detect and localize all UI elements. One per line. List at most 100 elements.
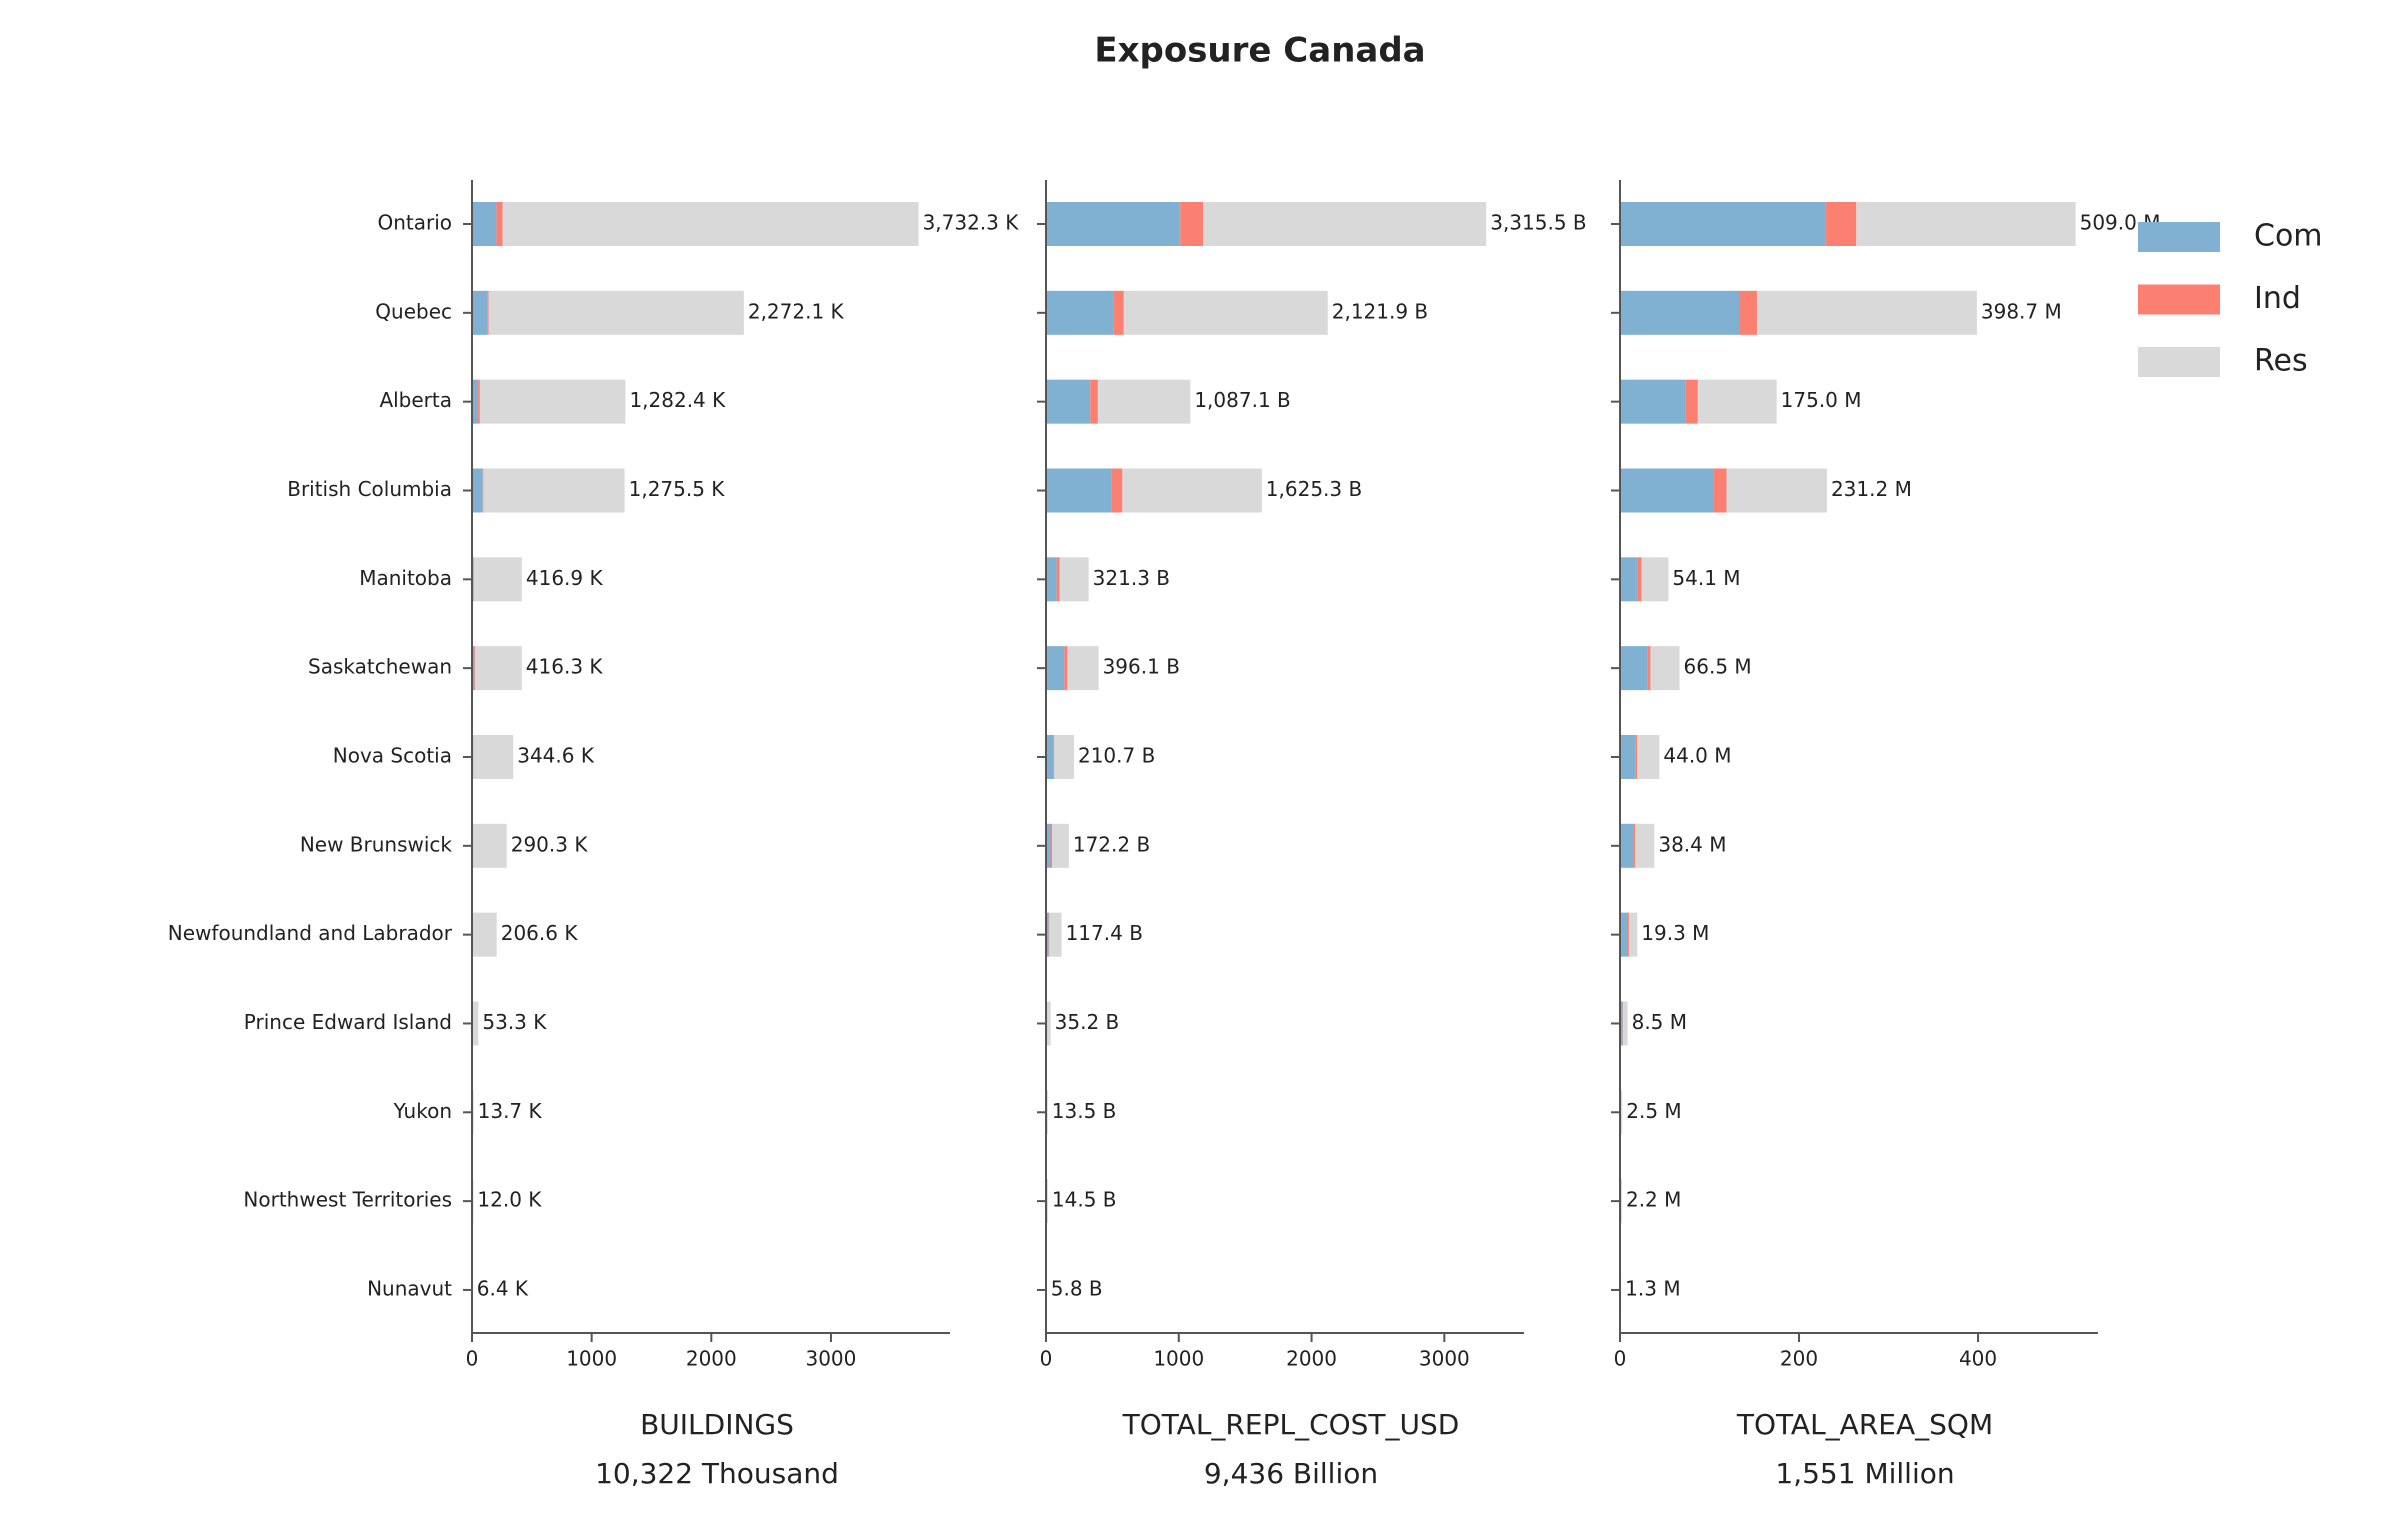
value-label: 231.2 M <box>1831 477 1912 501</box>
category-label: Manitoba <box>359 566 452 590</box>
bar-segment <box>1739 290 1757 335</box>
x-axis-label: TOTAL_AREA_SQM <box>1736 1408 1993 1441</box>
x-tick-label: 2000 <box>1286 1347 1337 1371</box>
bar-segment <box>1620 1001 1623 1046</box>
bar-segment <box>1713 468 1727 513</box>
category-label: Quebec <box>375 299 452 323</box>
bar-segment <box>1046 734 1054 779</box>
legend-swatch <box>2138 284 2220 315</box>
bar-segment <box>1620 823 1634 868</box>
bar-segment <box>1637 734 1660 779</box>
bar-segment <box>1123 290 1328 335</box>
value-label: 66.5 M <box>1684 655 1752 679</box>
category-label: British Columbia <box>287 477 452 501</box>
bar-segment <box>1637 557 1642 602</box>
bar-segment <box>1113 290 1124 335</box>
value-label: 175.0 M <box>1781 388 1862 412</box>
bar-segment <box>1046 912 1049 957</box>
bar-segment <box>1111 468 1123 513</box>
value-label: 117.4 B <box>1066 921 1143 945</box>
x-tick-label: 0 <box>1614 1347 1627 1371</box>
bar-segment <box>474 646 522 691</box>
bar-segment <box>1052 823 1069 868</box>
bar-segment <box>472 468 483 513</box>
bar-segment <box>1046 379 1091 424</box>
x-axis-label: TOTAL_REPL_COST_USD <box>1122 1408 1460 1441</box>
bar-segment <box>483 468 625 513</box>
value-label: 1,282.4 K <box>629 388 726 412</box>
chart-title: Exposure Canada <box>1094 31 1425 71</box>
value-label: 19.3 M <box>1641 921 1709 945</box>
bar-segment <box>1635 734 1638 779</box>
value-label: 344.6 K <box>517 743 595 767</box>
category-label: New Brunswick <box>300 832 453 856</box>
category-label: Saskatchewan <box>308 655 452 679</box>
bar-segment <box>1685 379 1698 424</box>
bar-segment <box>1620 557 1638 602</box>
value-label: 416.3 K <box>526 655 604 679</box>
bar-segment <box>1046 646 1065 691</box>
bar-segment <box>472 557 474 602</box>
x-tick-label: 2000 <box>686 1347 737 1371</box>
bar-segment <box>1825 202 1857 246</box>
bar-segment <box>1056 557 1060 602</box>
bar-segment <box>1756 290 1977 335</box>
legend-swatch <box>2138 222 2220 252</box>
value-label: 172.2 B <box>1073 832 1150 856</box>
value-label: 2,272.1 K <box>748 299 845 323</box>
bar-segment <box>1059 557 1089 602</box>
legend-label: Com <box>2254 219 2323 254</box>
bar-segment <box>479 379 626 424</box>
bar-segment <box>1067 646 1099 691</box>
value-label: 398.7 M <box>1981 299 2062 323</box>
category-label: Northwest Territories <box>243 1188 452 1212</box>
bar-segment <box>1620 912 1629 957</box>
panel: 3,315.5 B 2,121.9 B 1,087.1 B 1,625.3 B 321.… <box>1037 180 1587 1490</box>
bar-segment <box>1064 646 1068 691</box>
x-tick-label: 400 <box>1959 1347 1997 1371</box>
legend-swatch <box>2138 347 2220 377</box>
x-tick-label: 3000 <box>1419 1347 1470 1371</box>
bar-segment <box>1620 202 1826 246</box>
value-label: 14.5 B <box>1052 1188 1117 1212</box>
bar-segment <box>478 379 480 424</box>
bar-segment <box>1620 646 1648 691</box>
x-tick-label: 3000 <box>805 1347 856 1371</box>
bar-segment <box>1697 379 1777 424</box>
bar-segment <box>496 202 503 246</box>
bar-segment <box>1122 468 1262 513</box>
bar-segment <box>473 734 514 779</box>
value-label: 3,315.5 B <box>1490 211 1586 235</box>
bar-segment <box>1621 1090 1623 1135</box>
bar-segment <box>1620 1179 1622 1224</box>
bar-segment <box>472 379 479 424</box>
bar-segment <box>1641 557 1669 602</box>
value-label: 3,732.3 K <box>923 211 1020 235</box>
bar-segment <box>473 823 507 868</box>
value-label: 44.0 M <box>1663 743 1731 767</box>
bar-segment <box>1046 823 1051 868</box>
value-label: 35.2 B <box>1055 1010 1120 1034</box>
bar-segment <box>502 202 919 246</box>
category-label: Ontario <box>377 211 452 235</box>
value-label: 1.3 M <box>1625 1276 1680 1300</box>
bar-segment <box>472 1001 479 1046</box>
bar-segment <box>1635 823 1655 868</box>
value-label: 210.7 B <box>1078 743 1155 767</box>
legend-label: Res <box>2254 344 2308 379</box>
value-label: 54.1 M <box>1672 566 1740 590</box>
bar-segment <box>1620 290 1740 335</box>
bar-segment <box>1620 379 1686 424</box>
bar-segment <box>1628 912 1629 957</box>
value-label: 1,625.3 B <box>1266 477 1362 501</box>
bar-segment <box>472 912 497 957</box>
bar-segment <box>1620 734 1636 779</box>
bar-segment <box>1097 379 1191 424</box>
bar-segment <box>1046 1090 1048 1135</box>
bar-segment <box>472 202 497 246</box>
x-axis-label: 10,322 Thousand <box>595 1457 839 1490</box>
bar-segment <box>474 646 475 691</box>
x-tick-label: 0 <box>466 1347 479 1371</box>
value-label: 2,121.9 B <box>1332 299 1428 323</box>
